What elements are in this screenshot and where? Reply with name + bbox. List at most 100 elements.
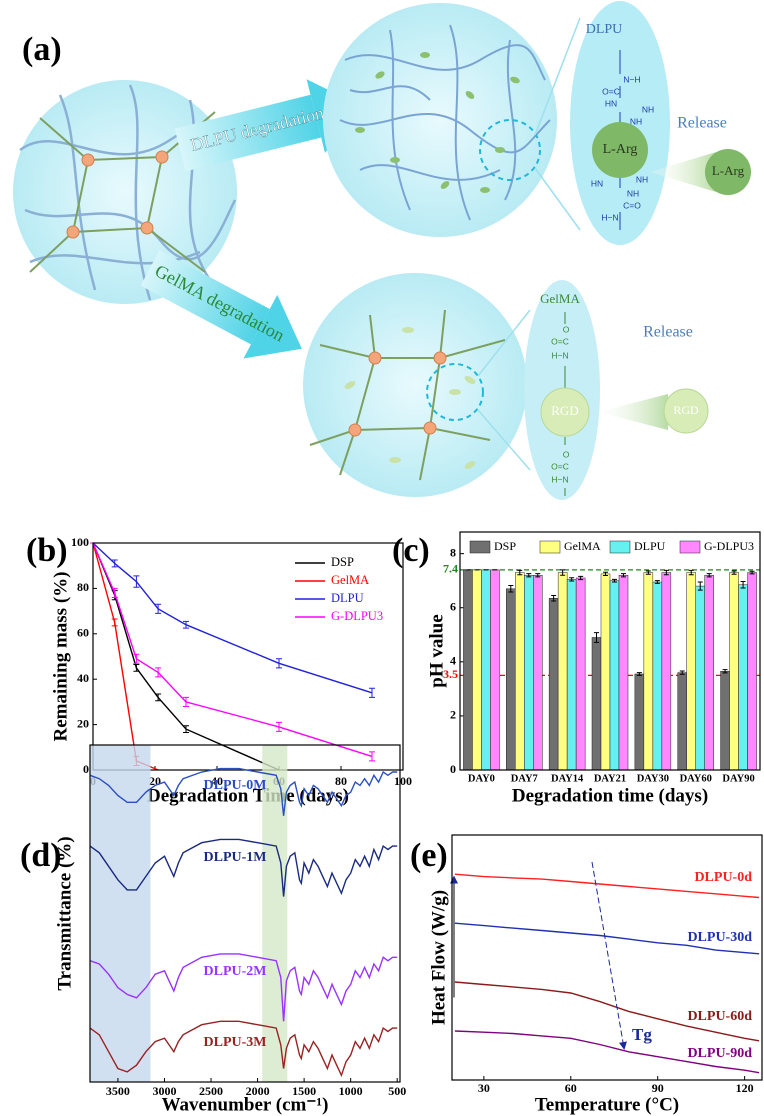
chemical-group: O	[563, 449, 570, 459]
bar	[591, 637, 602, 771]
x-tick-label: 120	[736, 1081, 754, 1095]
highlight-band	[262, 745, 288, 1082]
x-tick-label: 60	[565, 1081, 577, 1095]
legend-label: GelMA	[564, 539, 601, 553]
y-tick-label: 4	[450, 654, 456, 668]
line-series	[89, 953, 398, 1022]
error-bar	[183, 696, 189, 707]
bar	[729, 572, 739, 771]
error-bar	[517, 569, 523, 576]
bar	[695, 585, 705, 771]
arrow-label: GelMA degradation	[152, 260, 288, 345]
legend-label: G-DLPU3	[704, 539, 754, 553]
chemical-groups: O O=C H−N O O=C H−N	[551, 324, 570, 484]
chart: (c) pH value Degradation time (days) 0 2 4 6 8 7…	[392, 531, 761, 806]
core	[592, 122, 648, 178]
error-bar	[663, 569, 669, 576]
x-tick-label: 40	[211, 774, 223, 788]
error-bar	[594, 632, 599, 643]
error-bar	[688, 569, 694, 576]
x-tick-label: DAY0	[468, 773, 495, 784]
annotation-arrow	[591, 861, 627, 1050]
bar	[463, 569, 473, 771]
error-bar	[740, 580, 746, 589]
x-axis-label: Temperature (°C)	[535, 1094, 679, 1115]
bar	[548, 598, 559, 771]
molecule-title: GelMA	[540, 291, 580, 306]
bar	[609, 580, 620, 771]
line-series	[89, 1020, 398, 1078]
bar	[481, 569, 491, 771]
error-bar	[679, 670, 685, 675]
x-tick-label: 2500	[199, 1084, 223, 1098]
product	[705, 149, 751, 195]
line-series	[92, 542, 159, 771]
core-label: RGD	[551, 403, 578, 418]
error-bar	[560, 569, 566, 576]
x-tick-label: 30	[478, 1081, 490, 1095]
hydrogel	[303, 273, 527, 497]
x-axis-label: Degradation Time (days)	[147, 785, 349, 806]
y-tick-label: 8	[450, 545, 456, 559]
annotation: Tg	[632, 1025, 652, 1044]
panel-label: (c)	[392, 532, 430, 569]
chemical-group: HN	[605, 98, 617, 108]
y-tick-label: 0	[450, 762, 456, 776]
bar	[686, 572, 696, 771]
chemical-group: NH	[630, 116, 642, 126]
release-label: Release	[643, 324, 693, 341]
nodes	[66, 150, 169, 239]
y-tick-label: 40	[77, 671, 89, 685]
x-tick-label: DAY30	[637, 773, 669, 784]
plot-frame	[89, 744, 401, 1083]
bar	[524, 575, 534, 771]
chemical-group: H−N	[551, 474, 568, 484]
error-bar	[133, 663, 140, 672]
x-tick-label: DAY14	[551, 773, 584, 784]
chemical-group: O=C	[551, 461, 569, 471]
line-series	[454, 1030, 760, 1074]
x-tick-label: 3500	[106, 1084, 130, 1098]
legend-label: DSP	[331, 555, 354, 569]
bar	[652, 581, 663, 771]
bar	[490, 569, 500, 771]
error-bar	[749, 570, 755, 575]
error-bar	[612, 578, 617, 583]
error-bar	[706, 573, 712, 578]
line-series	[454, 873, 760, 899]
schematic: (a) DLPU degradation GelMA degradation D…	[13, 1, 751, 500]
bar	[472, 569, 482, 771]
bar	[566, 579, 577, 771]
reference-label: 3.5	[443, 667, 458, 681]
x-tick-label: 3000	[152, 1084, 176, 1098]
y-tick-label: 20	[77, 716, 89, 730]
error-bar	[535, 573, 541, 578]
x-tick-label: 1500	[292, 1084, 316, 1098]
legend-swatch	[469, 540, 491, 554]
zoom-lines	[534, 17, 581, 231]
y-tick-label: 6	[450, 599, 456, 613]
chemical-group: H−N	[551, 350, 568, 360]
bar	[704, 575, 714, 771]
error-bar	[183, 725, 189, 734]
bar	[747, 572, 757, 771]
error-bar	[276, 658, 282, 669]
error-bar	[578, 575, 584, 581]
line-series	[454, 981, 760, 1042]
reference-label: 7.4	[443, 562, 458, 576]
error-bar	[155, 603, 162, 614]
error-bar	[645, 570, 651, 575]
x-tick-label: DAY60	[680, 773, 712, 784]
x-tick-label: 90	[652, 1081, 664, 1095]
chart: (b) Remaining mass (%) Degradation Time (d…	[26, 532, 412, 807]
line-series	[454, 922, 760, 955]
error-bar	[722, 669, 728, 674]
x-tick-label: DAY90	[722, 773, 754, 784]
bar	[557, 572, 568, 771]
series-label: DLPU-1M	[204, 850, 267, 865]
line-series	[89, 767, 398, 816]
y-axis-label: Heat Flow (W/g)	[428, 890, 449, 1025]
chart: (d)Transmittance (%) Wavenumber (cm⁻¹) 350…	[20, 744, 406, 1115]
